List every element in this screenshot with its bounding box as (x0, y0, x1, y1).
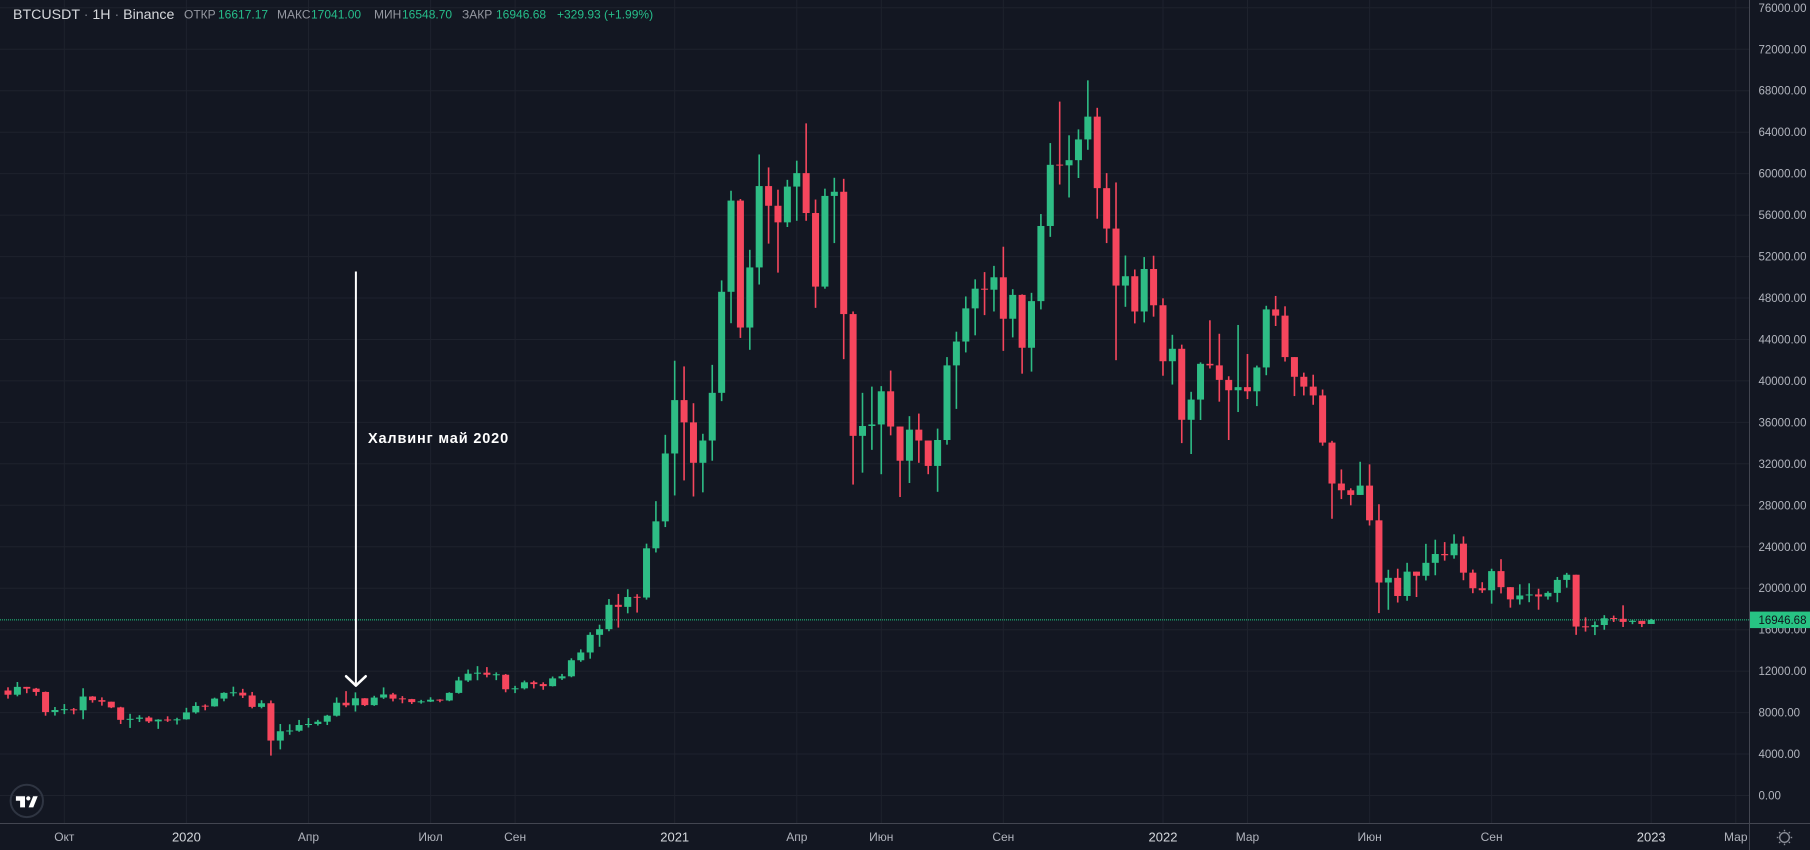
svg-text:Сен: Сен (504, 830, 526, 844)
svg-text:Июн: Июн (869, 830, 893, 844)
svg-text:Июн: Июн (1357, 830, 1381, 844)
svg-text:Халвинг май 2020: Халвинг май 2020 (368, 431, 509, 447)
svg-text:24000.00: 24000.00 (1759, 542, 1807, 554)
svg-text:20000.00: 20000.00 (1759, 583, 1807, 595)
svg-text:64000.00: 64000.00 (1759, 127, 1807, 139)
svg-text:16548.70: 16548.70 (402, 8, 452, 22)
svg-text:72000.00: 72000.00 (1759, 44, 1807, 56)
svg-text:8000.00: 8000.00 (1759, 708, 1801, 720)
svg-text:МИН: МИН (374, 8, 401, 22)
svg-text:36000.00: 36000.00 (1759, 417, 1807, 429)
svg-text:56000.00: 56000.00 (1759, 210, 1807, 222)
svg-text:16946.68: 16946.68 (1759, 615, 1807, 627)
svg-text:Мар: Мар (1236, 830, 1260, 844)
svg-text:28000.00: 28000.00 (1759, 500, 1807, 512)
svg-text:ОТКР: ОТКР (184, 8, 216, 22)
svg-text:ЗАКР: ЗАКР (462, 8, 492, 22)
svg-text:16617.17: 16617.17 (218, 8, 268, 22)
svg-text:48000.00: 48000.00 (1759, 293, 1807, 305)
svg-text:Сен: Сен (1481, 830, 1503, 844)
svg-text:2021: 2021 (660, 830, 689, 845)
svg-text:Окт: Окт (54, 830, 75, 844)
svg-text:Июл: Июл (418, 830, 442, 844)
svg-text:2022: 2022 (1149, 830, 1178, 845)
svg-text:Мар: Мар (1724, 830, 1748, 844)
svg-text:68000.00: 68000.00 (1759, 86, 1807, 98)
svg-text:0.00: 0.00 (1759, 791, 1781, 803)
svg-text:60000.00: 60000.00 (1759, 169, 1807, 181)
svg-text:Апр: Апр (786, 830, 808, 844)
svg-text:52000.00: 52000.00 (1759, 252, 1807, 264)
svg-text:2020: 2020 (172, 830, 201, 845)
svg-text:76000.00: 76000.00 (1759, 3, 1807, 15)
svg-text:МАКС: МАКС (277, 8, 311, 22)
svg-text:40000.00: 40000.00 (1759, 376, 1807, 388)
svg-text:BTCUSDT · 1H · Binance: BTCUSDT · 1H · Binance (13, 7, 174, 23)
svg-text:4000.00: 4000.00 (1759, 749, 1801, 761)
svg-text:Апр: Апр (298, 830, 320, 844)
svg-text:32000.00: 32000.00 (1759, 459, 1807, 471)
svg-text:2023: 2023 (1637, 830, 1666, 845)
svg-text:Сен: Сен (992, 830, 1014, 844)
svg-text:+329.93 (+1.99%): +329.93 (+1.99%) (557, 8, 653, 22)
svg-text:12000.00: 12000.00 (1759, 666, 1807, 678)
svg-text:44000.00: 44000.00 (1759, 335, 1807, 347)
svg-text:16946.68: 16946.68 (496, 8, 546, 22)
svg-text:17041.00: 17041.00 (311, 8, 361, 22)
